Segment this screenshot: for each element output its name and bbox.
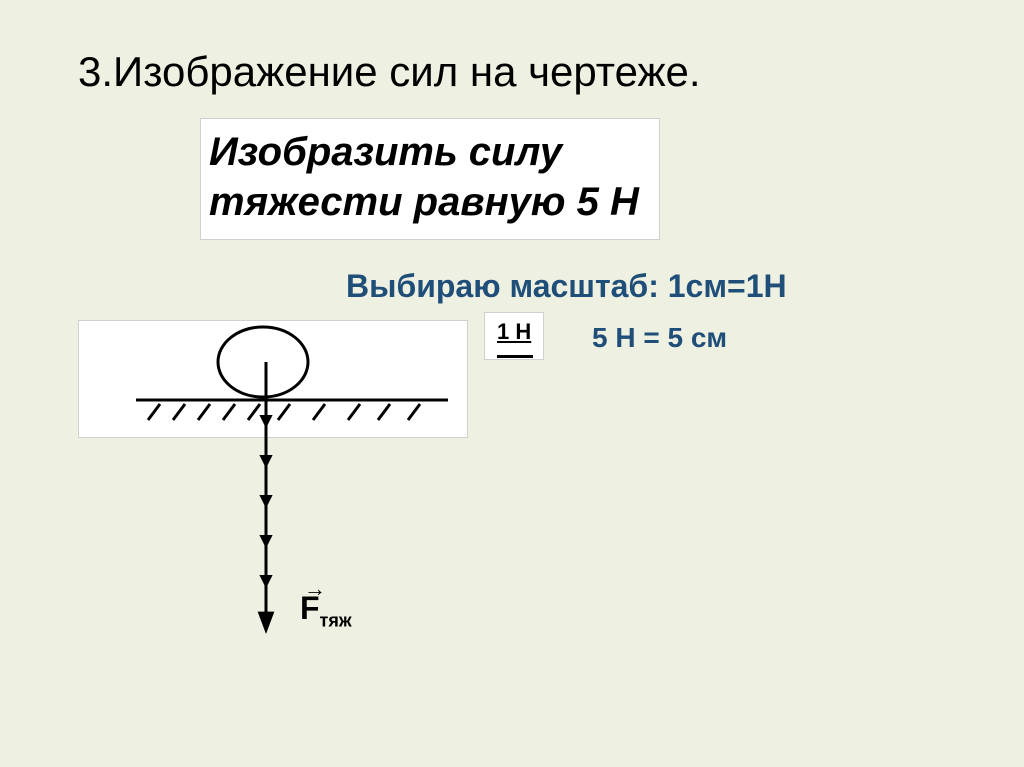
task-panel: Изобразить силу тяжести равную 5 Н: [200, 118, 660, 240]
scale-label: Выбираю масштаб: 1см=1Н: [346, 268, 787, 305]
conversion-text: 5 Н = 5 см: [592, 322, 727, 354]
force-symbol: F: [300, 590, 320, 626]
scale-unit-value: 1 Н: [497, 319, 531, 344]
page-heading: 3.Изображение сил на чертеже.: [78, 48, 701, 96]
force-subscript: тяж: [320, 610, 352, 630]
force-diagram: [78, 320, 498, 640]
force-label: Fтяж: [300, 590, 352, 631]
task-line-1: Изобразить силу: [209, 127, 639, 177]
scale-unit-panel: 1 Н: [484, 312, 544, 360]
task-line-2: тяжести равную 5 Н: [209, 177, 639, 227]
